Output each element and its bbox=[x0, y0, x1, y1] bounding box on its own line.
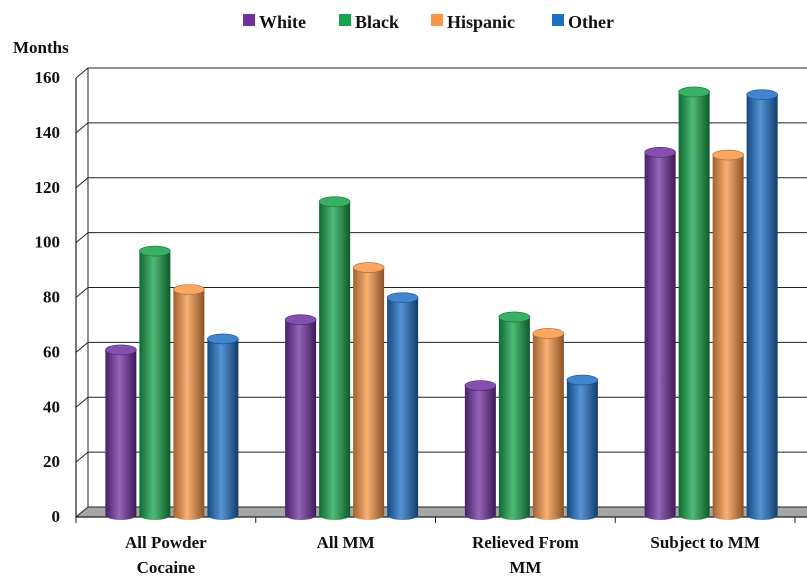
bar-black-2 bbox=[318, 196, 351, 520]
legend: White Black Hispanic Other bbox=[243, 12, 614, 32]
bar-hispanic-2 bbox=[352, 262, 385, 520]
bar-black-1 bbox=[139, 245, 171, 520]
bars bbox=[105, 86, 778, 520]
bar-other-4 bbox=[746, 89, 778, 520]
y-tick-label: 140 bbox=[35, 123, 61, 142]
y-tick-label: 20 bbox=[43, 452, 60, 471]
legend-item-white: White bbox=[243, 12, 306, 32]
y-tick-label: 160 bbox=[35, 68, 61, 87]
tick-labels: 0 20 40 60 80 100 120 140 160 All Powder Cocaine Al… bbox=[35, 68, 760, 577]
x-tick-label: MM bbox=[509, 558, 541, 576]
y-tick-label: 120 bbox=[35, 178, 61, 197]
chart-floor bbox=[76, 507, 807, 517]
x-tick-label: Subject to MM bbox=[650, 533, 760, 552]
x-tick-label: All MM bbox=[317, 533, 375, 552]
bar-white-3 bbox=[464, 380, 497, 520]
y-tick-label: 60 bbox=[43, 342, 60, 361]
bar-other-2 bbox=[386, 292, 419, 520]
x-tick-label: Relieved From bbox=[472, 533, 579, 552]
bar-white-4 bbox=[644, 147, 676, 520]
bar-white-2 bbox=[284, 314, 317, 520]
x-tick-label: All Powder bbox=[125, 533, 207, 552]
y-tick-label: 80 bbox=[43, 288, 60, 307]
x-tick-label: Cocaine bbox=[137, 558, 196, 576]
legend-item-other: Other bbox=[552, 12, 614, 32]
y-axis-label: Months bbox=[13, 38, 69, 57]
legend-swatch bbox=[243, 14, 255, 26]
bar-black-3 bbox=[498, 311, 531, 520]
legend-swatch bbox=[552, 14, 564, 26]
y-tick-label: 0 bbox=[52, 507, 61, 526]
bar-other-3 bbox=[566, 374, 599, 520]
bar-other-1 bbox=[207, 333, 239, 520]
y-tick-label: 100 bbox=[35, 233, 61, 252]
gridline bbox=[75, 67, 807, 79]
legend-item-hispanic: Hispanic bbox=[431, 12, 515, 32]
bar-hispanic-3 bbox=[532, 328, 565, 520]
legend-label: Black bbox=[355, 12, 399, 32]
legend-label: White bbox=[259, 12, 306, 32]
bar-black-4 bbox=[678, 86, 710, 520]
legend-swatch bbox=[339, 14, 351, 26]
legend-item-black: Black bbox=[339, 12, 399, 32]
legend-label: Hispanic bbox=[447, 12, 515, 32]
floor-plane bbox=[76, 507, 807, 517]
legend-label: Other bbox=[568, 12, 614, 32]
bar-white-1 bbox=[105, 344, 137, 520]
y-tick-label: 40 bbox=[43, 397, 60, 416]
bar-hispanic-1 bbox=[173, 284, 205, 520]
legend-swatch bbox=[431, 14, 443, 26]
bar-hispanic-4 bbox=[712, 149, 744, 520]
